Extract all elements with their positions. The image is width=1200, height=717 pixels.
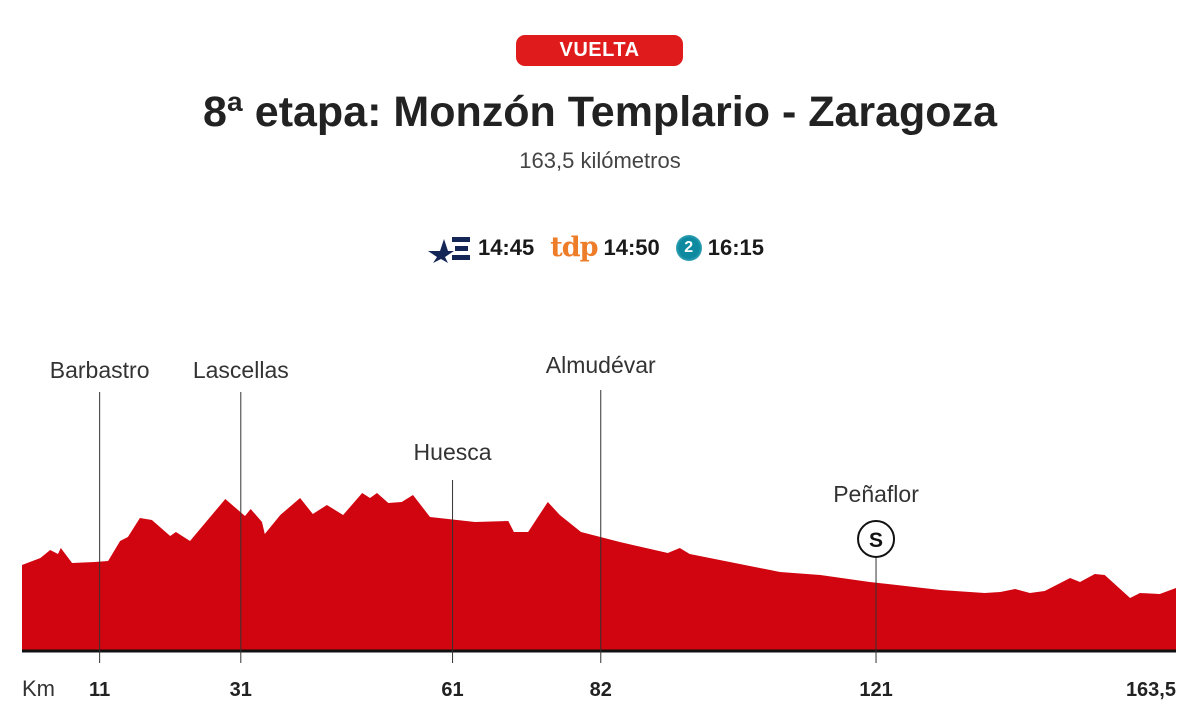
- page-title: 8ª etapa: Monzón Templario - Zaragoza: [203, 88, 997, 136]
- competition-badge: VUELTA: [516, 35, 683, 66]
- sprint-icon: [857, 520, 896, 558]
- tdp-logo-icon: tdp: [550, 232, 598, 263]
- town-label: Lascellas: [193, 357, 289, 383]
- x-tick-label: 82: [590, 679, 612, 701]
- x-tick-label: 31: [230, 679, 252, 701]
- town-label: Peñaflor: [833, 481, 919, 507]
- broadcast-time: 16:15: [707, 234, 765, 260]
- broadcast-la2: 2 16:15: [675, 234, 765, 261]
- sprint-icon-label: S: [869, 529, 883, 552]
- town-label: Huesca: [414, 439, 492, 465]
- broadcast-schedule: 14:45 tdp 14:50 2 16:15: [0, 232, 1200, 263]
- eurosport-logo-icon: [427, 236, 470, 263]
- town-label: Barbastro: [50, 357, 150, 383]
- x-tick-label: 61: [441, 679, 463, 701]
- broadcast-tdp: tdp 14:50: [550, 232, 660, 263]
- elevation-area: [22, 493, 1176, 651]
- broadcast-time: 14:45: [477, 234, 535, 260]
- stage-distance: 163,5 kilómetros: [519, 148, 681, 173]
- broadcast-time: 14:50: [603, 234, 660, 260]
- x-tick-label: 163,5: [1126, 679, 1176, 701]
- broadcast-eurosport: 14:45: [427, 233, 535, 263]
- x-tick-label: 11: [89, 679, 110, 701]
- town-label: Almudévar: [546, 352, 656, 378]
- x-tick-label: 121: [859, 679, 892, 701]
- la2-logo-icon: 2: [675, 234, 702, 261]
- x-axis-label: Km: [22, 676, 55, 701]
